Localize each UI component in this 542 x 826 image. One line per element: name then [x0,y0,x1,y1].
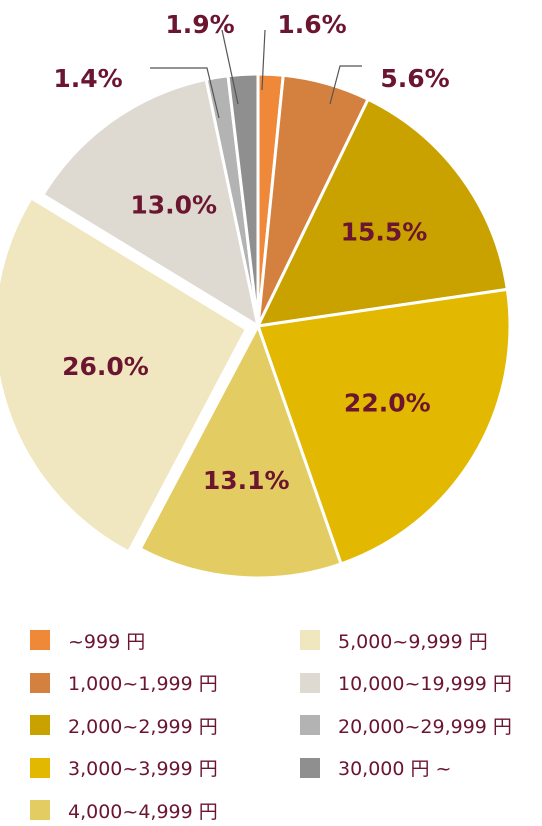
slice-label: 13.1% [203,466,290,495]
pie-slice [226,72,260,328]
legend-item: 3,000~3,999 円 [30,756,218,780]
legend-label: 2,000~2,999 円 [68,715,218,738]
legend-swatch [300,630,320,650]
legend-swatch [30,757,50,778]
slice-label: 22.0% [344,388,431,417]
legend-swatch [300,757,320,778]
legend-swatch [30,800,50,820]
pie-slice [256,97,509,328]
leader-lines [150,29,362,119]
pie-slice [256,287,512,566]
legend-label: ~999 円 [68,630,146,653]
pie-slice [41,77,260,328]
pie-chart: 1.6% 5.6% 15.5% 22.0% 13.1% 26.0% 13.0% 1.4% 1.9… [0,10,512,580]
slice-label: 5.6% [380,64,449,93]
leader-line [261,29,266,91]
legend-label: 4,000~4,999 円 [68,800,218,823]
pie-slice [138,324,343,580]
legend-item: 2,000~2,999 円 [30,713,218,738]
legend-label: 1,000~1,999 円 [68,673,218,695]
legend-swatch [300,715,320,735]
slice-labels: 1.6% 5.6% 15.5% 22.0% 13.1% 26.0% 13.0% 1.4% 1.9… [53,10,449,495]
legend-swatch [30,672,50,693]
legend-item: 5,000~9,999 円 [300,628,488,653]
legend-item: ~999 円 [30,628,146,653]
legend-label: 5,000~9,999 円 [338,630,488,653]
legend-label: 30,000 円 ~ [338,758,452,780]
legend-swatch [300,672,320,693]
slice-label: 1.6% [277,10,346,39]
legend-swatch [30,630,50,650]
slice-label: 1.4% [53,64,122,93]
slice-label: 1.9% [165,10,234,39]
slice-label: 13.0% [130,191,217,220]
slice-label: 26.0% [62,352,149,381]
leader-line [150,67,220,119]
leader-line [221,29,239,105]
pie-slices [0,72,512,580]
legend-item: 30,000 円 ~ [300,756,451,780]
legend-swatch [30,715,50,735]
legend-label: 10,000~19,999 円 [338,673,512,695]
leader-line [329,65,362,105]
legend-item: 4,000~4,999 円 [30,798,218,823]
slice-label: 15.5% [341,218,428,247]
legend-item: 1,000~1,999 円 [30,671,218,695]
legend-label: 20,000~29,999 円 [338,715,512,738]
legend-label: 3,000~3,999 円 [68,758,218,780]
pie-slice [0,196,248,554]
legend-item: 10,000~19,999 円 [300,671,512,695]
legend-item: 20,000~29,999 円 [300,713,512,738]
